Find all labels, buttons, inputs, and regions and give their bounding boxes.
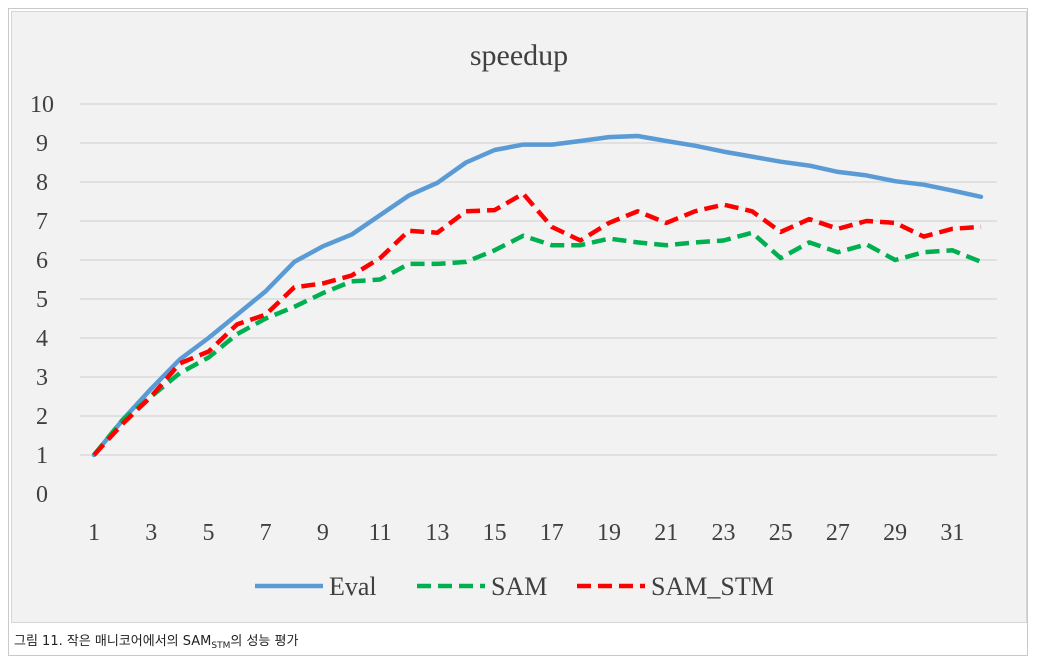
series-line-eval [91, 133, 984, 458]
y-tick-label: 3 [36, 365, 48, 391]
x-tick-label: 21 [654, 520, 678, 546]
x-tick-label: 13 [425, 520, 449, 546]
legend: Eval SAM SAM_STM [255, 572, 774, 601]
y-tick-label: 4 [36, 326, 48, 352]
y-tick-label: 9 [36, 131, 48, 157]
x-tick-label: 29 [883, 520, 907, 546]
x-tick-label: 31 [940, 520, 964, 546]
chart-panel: speedup 0 1 2 3 4 5 6 7 8 9 10 1 3 5 7 9 11 13 15 17 19 21 23… [11, 11, 1027, 623]
x-tick-label: 9 [317, 520, 329, 546]
x-tick-label: 27 [826, 520, 850, 546]
legend-label: Eval [329, 572, 377, 601]
gridlines [80, 103, 997, 456]
y-tick-label: 2 [36, 404, 48, 430]
caption-prefix: 그림 11. 작은 매니코어에서의 SAM [14, 634, 212, 649]
y-tick-label: 5 [36, 287, 48, 313]
y-tick-label: 7 [36, 209, 48, 235]
x-tick-label: 3 [145, 520, 157, 546]
x-tick-label: 17 [540, 520, 564, 546]
y-tick-label: 1 [36, 443, 48, 469]
legend-label: SAM_STM [651, 572, 774, 601]
y-tick-label: 8 [36, 170, 48, 196]
x-tick-label: 23 [711, 520, 735, 546]
chart-title: speedup [470, 39, 568, 72]
figure-caption: 그림 11. 작은 매니코어에서의 SAMSTM의 성능 평가 [14, 630, 298, 651]
x-tick-label: 25 [769, 520, 793, 546]
series-line-sam-stm [92, 191, 982, 457]
series-lines [91, 133, 984, 458]
legend-label: SAM [491, 572, 547, 601]
x-tick-label: 11 [369, 520, 392, 546]
caption-subscript: STM [211, 641, 231, 651]
series-line-sam [92, 230, 982, 457]
y-axis-ticks: 0 1 2 3 4 5 6 7 8 9 10 [30, 92, 54, 508]
x-axis-ticks: 1 3 5 7 9 11 13 15 17 19 21 23 25 27 29 31 [88, 520, 964, 546]
y-tick-label: 0 [36, 482, 48, 508]
x-tick-label: 7 [260, 520, 272, 546]
x-tick-label: 1 [88, 520, 100, 546]
caption-suffix: 의 성능 평가 [230, 634, 299, 649]
x-tick-label: 5 [202, 520, 214, 546]
x-tick-label: 15 [483, 520, 507, 546]
y-tick-label: 10 [30, 92, 54, 118]
x-tick-label: 19 [597, 520, 621, 546]
y-tick-label: 6 [36, 248, 48, 274]
